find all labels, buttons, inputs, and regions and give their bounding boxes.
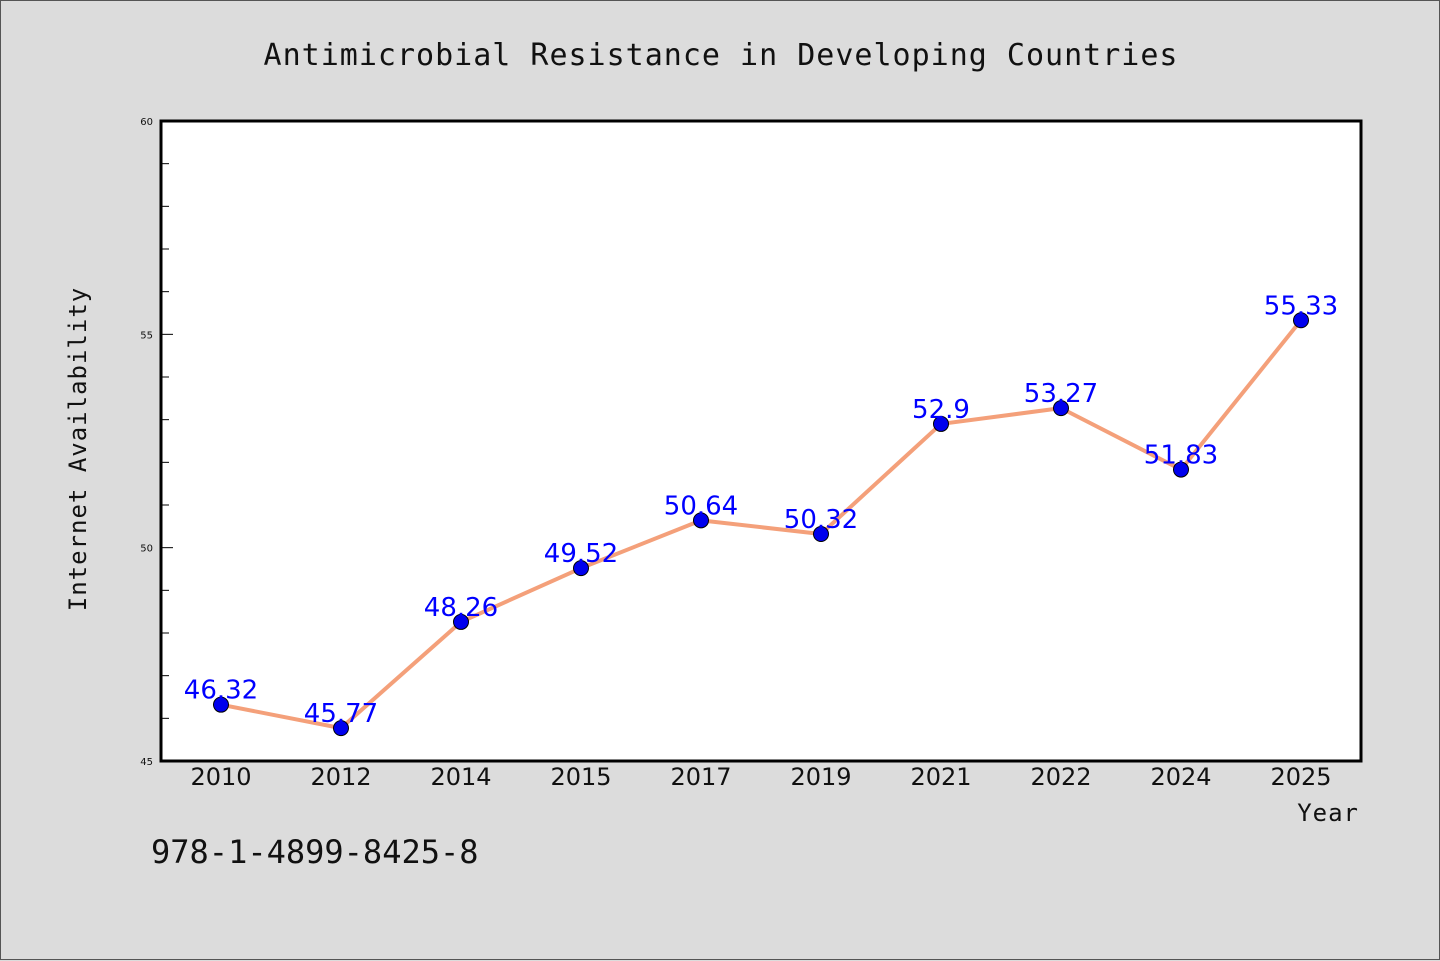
x-tick-label: 2010 [190, 763, 251, 791]
x-tick-label: 2025 [1270, 763, 1331, 791]
chart-title: Antimicrobial Resistance in Developing C… [264, 38, 1179, 73]
y-axis-title: Internet Availability [64, 287, 92, 611]
x-tick-label: 2019 [790, 763, 851, 791]
data-label: 46.32 [184, 676, 258, 706]
data-point [933, 415, 949, 432]
y-tick-label: 45 [140, 757, 153, 768]
data-label: 51.83 [1144, 441, 1218, 471]
data-point [453, 613, 469, 630]
data-point [573, 560, 589, 577]
plot-border [159, 119, 1363, 763]
x-tick-label: 2024 [1150, 763, 1211, 791]
data-label: 48.26 [424, 593, 498, 623]
data-point [1053, 400, 1069, 417]
data-label-group: 46.32 45.77 48.26 49.52 50.64 50.32 52.9 53.27 5… [184, 291, 1338, 729]
data-point [1173, 461, 1189, 478]
x-tick-label: 2014 [430, 763, 491, 791]
data-point [693, 512, 709, 529]
data-point [213, 696, 229, 713]
series-line [220, 319, 1303, 731]
data-label: 53.27 [1024, 379, 1098, 409]
x-tick-label: 2017 [670, 763, 731, 791]
data-label: 49.52 [544, 539, 618, 569]
data-label: 50.32 [784, 505, 858, 535]
x-axis: 2010 2012 2014 2015 2017 2019 2021 2022 2024 2025 [190, 763, 1331, 791]
x-tick-label: 2022 [1030, 763, 1091, 791]
data-point [813, 526, 829, 543]
data-label: 50.64 [664, 491, 738, 521]
x-tick-label: 2015 [550, 763, 611, 791]
data-label: 55.33 [1264, 291, 1338, 321]
y-tick-label: 60 [140, 117, 153, 128]
series-line-group [213, 312, 1309, 737]
x-tick-label: 2021 [910, 763, 971, 791]
x-axis-title: Year [1297, 799, 1359, 827]
footer-code: 978-1-4899-8425-8 [151, 833, 479, 871]
y-tick-label: 50 [140, 544, 153, 555]
data-point [1293, 312, 1309, 329]
x-tick-label: 2012 [310, 763, 371, 791]
data-label: 45.77 [304, 699, 378, 729]
y-tick-label: 55 [140, 330, 153, 341]
data-label: 52.9 [912, 395, 970, 425]
data-point [333, 720, 349, 737]
plot-area [161, 121, 1361, 761]
